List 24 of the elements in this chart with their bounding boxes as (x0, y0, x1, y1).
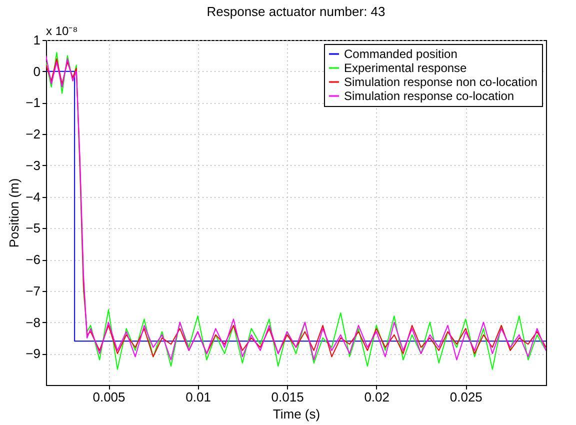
chart-title: Response actuator number: 43 (206, 4, 386, 19)
y-tick-label: −4 (26, 189, 40, 204)
y-tick-label: −9 (26, 346, 40, 362)
y-tick-label: −1 (26, 95, 40, 110)
text: x 10⁻⁸ (46, 24, 78, 38)
y-tick-label: 0 (33, 64, 40, 79)
x-axis-title: Time (s) (272, 406, 320, 422)
legend-label: Commanded position (344, 47, 458, 61)
x-tick-label: 0.005 (92, 390, 126, 404)
legend-label: Simulation response co-location (344, 89, 514, 103)
y-tick-label: −3 (26, 158, 40, 173)
legend-label: Simulation response non co-location (344, 75, 538, 89)
y-tick-label: −5 (26, 220, 40, 236)
y-tick-label: −6 (26, 252, 40, 268)
x-tick-label: 0.015 (271, 390, 304, 404)
x-tick-label: 0.025 (450, 390, 482, 404)
y-tick-label: −2 (26, 126, 40, 142)
x-tick-label: 0.02 (364, 390, 390, 404)
y-tick-label: −8 (26, 314, 40, 330)
x-tick-label: 0.01 (186, 390, 211, 404)
legend-label: Experimental response (344, 61, 468, 75)
y-axis-title: Position (m) (6, 178, 22, 248)
y-tick-label: 1 (33, 32, 40, 48)
y-tick-label: −7 (26, 283, 40, 298)
